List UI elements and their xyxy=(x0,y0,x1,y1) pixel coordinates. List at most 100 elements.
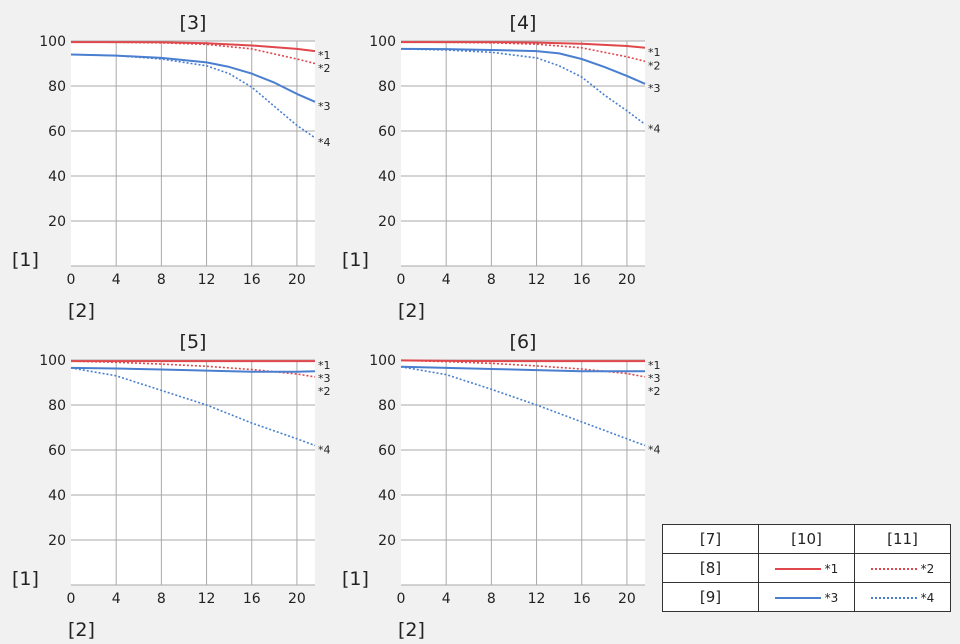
y-tick-label: 100 xyxy=(369,353,396,369)
legend-header-row: [7] [10] [11] xyxy=(662,524,951,554)
series-line-star3 xyxy=(400,365,645,373)
x-tick-label: 4 xyxy=(112,591,121,607)
y-tick-label: 20 xyxy=(378,533,396,549)
plot-area xyxy=(401,360,645,585)
x-tick-label: 20 xyxy=(288,272,306,288)
y-tick-label: 40 xyxy=(48,488,66,504)
y-tick-label: 60 xyxy=(48,443,66,459)
blue-dotted-line-swatch xyxy=(870,596,917,599)
x-tick-label: 0 xyxy=(67,272,76,288)
legend-series-label: *2 xyxy=(920,562,935,576)
series-line-star3 xyxy=(70,366,316,373)
series-end-label: *1 xyxy=(318,49,331,62)
x-tick-label: 4 xyxy=(442,272,451,288)
x-tick-label: 0 xyxy=(397,591,406,607)
x-axis-label: [2] xyxy=(68,300,95,322)
series-end-label: *2 xyxy=(648,59,661,72)
y-tick-label: 60 xyxy=(378,124,396,140)
x-axis-label: [2] xyxy=(68,619,95,641)
y-tick-label: 80 xyxy=(378,79,396,95)
series-end-label: *4 xyxy=(318,444,331,457)
plot-area xyxy=(71,360,315,585)
legend-swatch-cell: *1 xyxy=(758,553,855,583)
plot-area xyxy=(71,41,315,266)
legend-header-10: [10] xyxy=(758,524,855,554)
legend-series-label: *1 xyxy=(824,562,839,576)
series-end-label: *3 xyxy=(318,100,331,113)
y-tick-label: 100 xyxy=(39,353,66,369)
x-tick-label: 20 xyxy=(618,272,636,288)
y-axis-label: [1] xyxy=(342,568,369,590)
x-tick-label: 16 xyxy=(243,272,261,288)
legend-swatch-cell: *3 xyxy=(758,582,855,612)
y-tick-label: 20 xyxy=(378,214,396,230)
series-line-star4 xyxy=(70,367,316,447)
x-tick-label: 12 xyxy=(198,272,216,288)
y-tick-label: 20 xyxy=(48,214,66,230)
y-axis-label: [1] xyxy=(12,249,39,271)
series-end-label: *2 xyxy=(318,62,331,75)
x-tick-label: 16 xyxy=(243,591,261,607)
series-end-label: *4 xyxy=(648,122,661,135)
series-end-label: *3 xyxy=(648,82,661,95)
red-dotted-line-swatch xyxy=(870,567,917,570)
x-tick-label: 12 xyxy=(528,591,546,607)
x-tick-label: 12 xyxy=(198,591,216,607)
series-line-star2 xyxy=(70,41,316,65)
series-end-label: *4 xyxy=(318,136,331,149)
series-end-label: *1 xyxy=(648,46,661,59)
y-tick-label: 40 xyxy=(378,488,396,504)
series-end-label: *2 xyxy=(318,385,331,398)
x-axis-label: [2] xyxy=(398,619,425,641)
series-end-label: *1 xyxy=(648,359,661,372)
x-tick-label: 8 xyxy=(487,591,496,607)
blue-solid-line-swatch xyxy=(774,596,821,599)
legend-table: [7] [10] [11] [8] *1 *2 [9] *3 *4 xyxy=(662,524,951,612)
x-tick-label: 16 xyxy=(573,272,591,288)
y-tick-label: 20 xyxy=(48,533,66,549)
x-tick-label: 16 xyxy=(573,591,591,607)
series-line-star4 xyxy=(400,48,646,125)
y-tick-label: 40 xyxy=(378,169,396,185)
chart-title: [3] xyxy=(180,12,207,34)
y-tick-label: 80 xyxy=(48,79,66,95)
x-axis-label: [2] xyxy=(398,300,425,322)
legend-row-label: [9] xyxy=(662,582,759,612)
series-end-label: *1 xyxy=(318,359,331,372)
y-axis-label: [1] xyxy=(342,249,369,271)
series-line-star3 xyxy=(400,47,646,85)
legend-row-label: [8] xyxy=(662,553,759,583)
y-tick-label: 60 xyxy=(48,124,66,140)
red-solid-line-swatch xyxy=(774,567,821,570)
y-tick-label: 80 xyxy=(48,398,66,414)
x-tick-label: 8 xyxy=(487,272,496,288)
y-tick-label: 100 xyxy=(39,34,66,50)
series-end-label: *4 xyxy=(648,444,661,457)
legend-series-label: *4 xyxy=(920,591,935,605)
series-end-label: *3 xyxy=(648,372,661,385)
legend-row-8: [8] *1 *2 xyxy=(662,553,951,583)
y-tick-label: 100 xyxy=(369,34,396,50)
x-tick-label: 20 xyxy=(618,591,636,607)
series-end-label: *2 xyxy=(648,385,661,398)
legend-header-7: [7] xyxy=(662,524,759,554)
series-line-star2 xyxy=(400,359,646,378)
legend-swatch-cell: *4 xyxy=(854,582,951,612)
x-tick-label: 4 xyxy=(112,272,121,288)
series-line-star4 xyxy=(70,53,316,139)
y-tick-label: 60 xyxy=(378,443,396,459)
y-tick-label: 80 xyxy=(378,398,396,414)
chart-title: [6] xyxy=(510,331,537,353)
x-tick-label: 4 xyxy=(442,591,451,607)
chart-title: [5] xyxy=(180,331,207,353)
x-tick-label: 20 xyxy=(288,591,306,607)
legend-row-9: [9] *3 *4 xyxy=(662,582,951,612)
x-tick-label: 8 xyxy=(157,591,166,607)
series-end-label: *3 xyxy=(318,372,331,385)
legend-swatch-cell: *2 xyxy=(854,553,951,583)
chart-title: [4] xyxy=(510,12,537,34)
y-tick-label: 40 xyxy=(48,169,66,185)
series-line-star2 xyxy=(70,360,316,378)
legend-series-label: *3 xyxy=(824,591,839,605)
